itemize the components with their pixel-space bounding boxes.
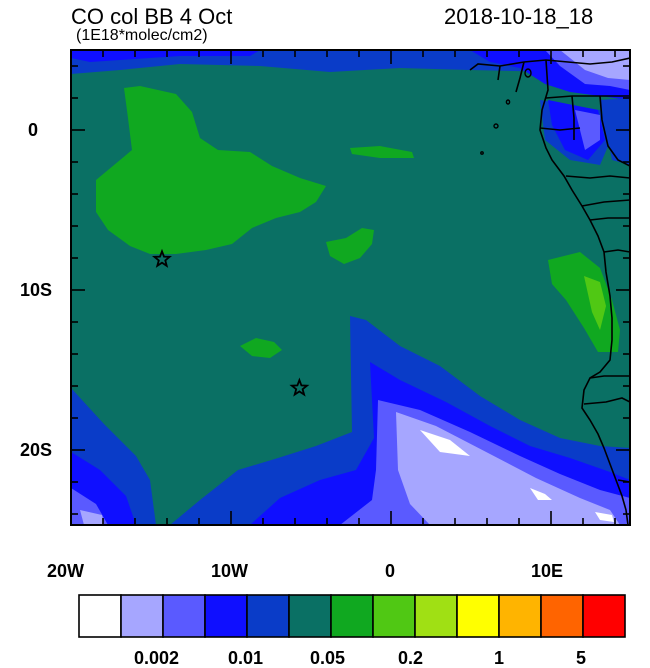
colorbar-swatch-9 bbox=[456, 594, 500, 638]
colorbar-swatch-1 bbox=[120, 594, 164, 638]
field-green-center bbox=[240, 338, 282, 358]
coastline bbox=[469, 57, 630, 525]
map-title: CO col BB 4 Oct bbox=[71, 4, 233, 29]
colorbar-swatch-11 bbox=[540, 594, 584, 638]
lon-label-10w: 10W bbox=[211, 561, 249, 581]
field-green-east bbox=[548, 252, 620, 352]
map-units: (1E18*molec/cm2) bbox=[76, 27, 208, 44]
lon-label-20w: 20W bbox=[47, 561, 85, 581]
colorbar bbox=[78, 594, 626, 638]
colorbar-label-3: 0.2 bbox=[398, 648, 424, 668]
co-field bbox=[71, 50, 630, 525]
colorbar-label-2: 0.05 bbox=[310, 648, 346, 668]
field-green-blob bbox=[326, 228, 374, 264]
colorbar-swatch-8 bbox=[414, 594, 458, 638]
star-marker-site-1 bbox=[151, 248, 172, 268]
islands bbox=[480, 68, 532, 155]
axis-ticks bbox=[70, 50, 630, 525]
lat-label-20s: 20S bbox=[20, 440, 53, 460]
colorbar-swatch-10 bbox=[498, 594, 542, 638]
colorbar-label-0: 0.002 bbox=[134, 648, 180, 668]
map-frame bbox=[70, 49, 631, 526]
lon-label-10e: 10E bbox=[531, 561, 564, 581]
colorbar-swatch-0 bbox=[78, 594, 122, 638]
lat-label-0: 0 bbox=[28, 120, 39, 140]
colorbar-swatch-2 bbox=[162, 594, 206, 638]
lat-label-10s: 10S bbox=[20, 280, 53, 300]
lon-label-0: 0 bbox=[385, 561, 396, 581]
colorbar-swatch-3 bbox=[204, 594, 248, 638]
colorbar-swatch-4 bbox=[246, 594, 290, 638]
colorbar-swatch-6 bbox=[330, 594, 374, 638]
field-blue-top-lighter bbox=[71, 50, 260, 62]
map-timestamp: 2018-10-18_18 bbox=[444, 4, 594, 29]
colorbar-label-4: 1 bbox=[494, 648, 505, 668]
colorbar-swatch-5 bbox=[288, 594, 332, 638]
colorbar-swatch-7 bbox=[372, 594, 416, 638]
colorbar-swatch-12 bbox=[582, 594, 626, 638]
star-marker-site-2 bbox=[289, 377, 310, 397]
station-markers bbox=[151, 248, 310, 397]
colorbar-label-5: 5 bbox=[576, 648, 587, 668]
field-green-west bbox=[96, 86, 326, 254]
colorbar-label-1: 0.01 bbox=[228, 648, 264, 668]
